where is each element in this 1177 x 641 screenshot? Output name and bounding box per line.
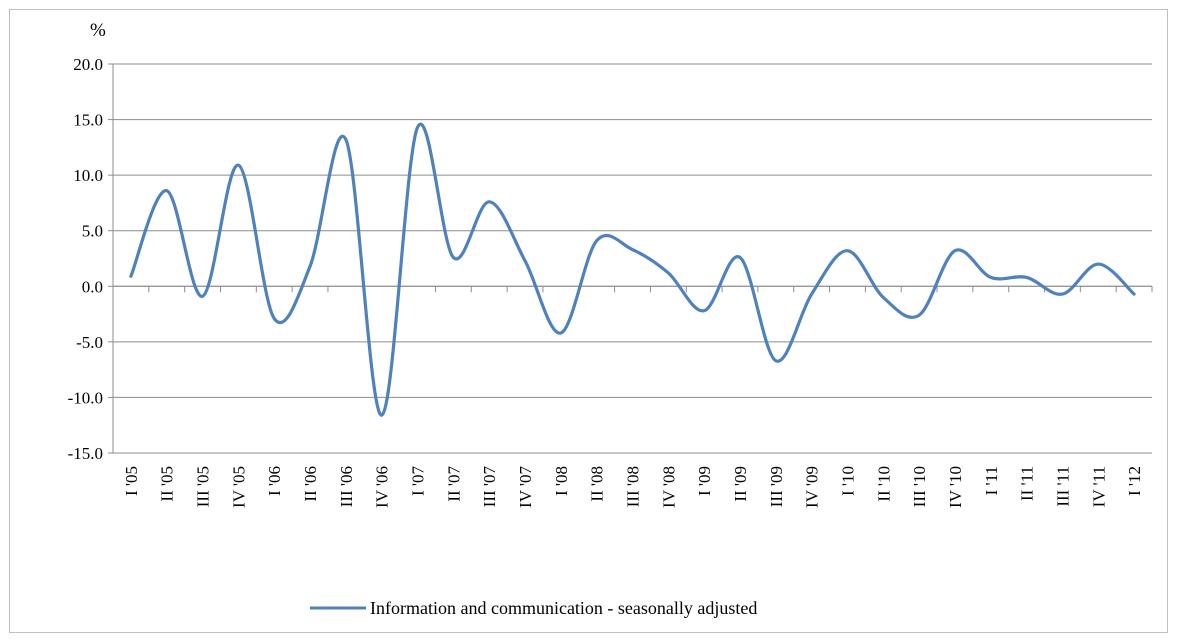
- y-unit-label: %: [90, 20, 106, 41]
- y-tick-label: 0.0: [82, 277, 103, 296]
- x-tick-label: II '07: [444, 466, 463, 502]
- x-tick-label: III '11: [1053, 466, 1072, 507]
- x-tick-label: IV '11: [1089, 466, 1108, 507]
- x-tick-label: III '07: [480, 466, 499, 508]
- x-tick-label: III '09: [767, 466, 786, 507]
- x-tick-label: III '10: [910, 466, 929, 507]
- x-tick-label: II '11: [1018, 466, 1037, 501]
- x-tick-label: IV '10: [946, 466, 965, 508]
- x-tick-label: IV '09: [803, 466, 822, 508]
- x-tick-label: IV '08: [659, 466, 678, 508]
- y-tick-label: -10.0: [68, 388, 103, 407]
- x-tick-label: I '05: [122, 466, 141, 496]
- y-tick-label: 15.0: [73, 111, 103, 130]
- x-tick-label: I '08: [552, 466, 571, 496]
- x-tick-label: III '06: [337, 466, 356, 507]
- y-tick-label: -15.0: [68, 444, 103, 463]
- x-tick-label: I '07: [409, 466, 428, 496]
- x-tick-label: IV '07: [516, 466, 535, 508]
- y-tick-label: -5.0: [76, 333, 103, 352]
- x-tick-label: II '10: [874, 466, 893, 502]
- x-tick-label: I '11: [982, 466, 1001, 495]
- x-tick-label: III '05: [194, 466, 213, 507]
- x-tick-label: II '05: [158, 466, 177, 502]
- x-tick-label: II '06: [301, 466, 320, 502]
- axes: [108, 63, 1153, 454]
- legend: Information and communication - seasonal…: [310, 598, 757, 618]
- x-tick-label: I '06: [265, 466, 284, 496]
- x-tick-label: I '09: [695, 466, 714, 496]
- x-tick-labels: I '05 II '05 III '05 IV '05 I '06 II '06 III '…: [122, 466, 1144, 508]
- x-tick-label: II '09: [731, 466, 750, 502]
- x-tick-label: I '10: [838, 466, 857, 496]
- series-lines: [129, 122, 1136, 417]
- x-tick-label: IV '06: [373, 466, 392, 508]
- legend-label: Information and communication - seasonal…: [370, 598, 757, 618]
- x-tick-label: III '08: [624, 466, 643, 507]
- y-tick-label: 5.0: [82, 222, 103, 241]
- series-line: [129, 122, 1136, 417]
- x-tick-label: IV '05: [229, 466, 248, 508]
- x-tick-label: I '12: [1125, 466, 1144, 496]
- gridlines: [113, 63, 1152, 454]
- chart-frame: [9, 9, 1168, 633]
- y-tick-labels: -15.0 -10.0 -5.0 0.0 5.0 10.0 15.0 20.0: [68, 55, 103, 463]
- x-tick-label: II '08: [588, 466, 607, 502]
- y-tick-label: 10.0: [73, 166, 103, 185]
- y-tick-label: 20.0: [73, 55, 103, 74]
